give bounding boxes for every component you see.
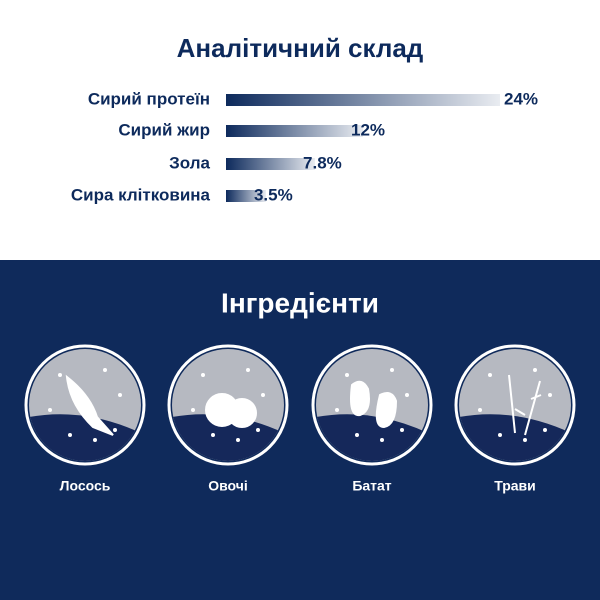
dot — [543, 428, 547, 432]
value-label: 24% — [504, 89, 538, 108]
dot — [533, 368, 537, 372]
ingredient-icon — [350, 380, 398, 429]
dot — [93, 438, 97, 442]
dot — [390, 368, 394, 372]
dot — [261, 393, 265, 397]
ingredients-title: Інгредієнти — [221, 287, 379, 318]
disc-shade — [172, 414, 284, 461]
ingredient: Трави — [454, 344, 576, 494]
ingredient: Батат — [311, 344, 433, 494]
ingredient-icon — [508, 374, 542, 436]
ring — [24, 344, 146, 466]
dot — [380, 438, 384, 442]
ingredient-icon — [205, 393, 258, 428]
value-label: 7.8% — [303, 153, 342, 172]
dot — [523, 438, 527, 442]
dot — [405, 393, 409, 397]
dot — [355, 433, 359, 437]
ingredient-label: Лосось — [60, 478, 111, 494]
category-label: Зола — [169, 153, 210, 172]
bar — [226, 190, 266, 202]
category-label: Сирий жир — [118, 120, 210, 139]
dot — [400, 428, 404, 432]
disc-shade — [459, 414, 571, 461]
chart-title: Аналітичний склад — [177, 33, 424, 63]
dot — [256, 428, 260, 432]
value-label: 3.5% — [254, 185, 293, 204]
dot — [48, 408, 52, 412]
dot — [68, 433, 72, 437]
dot — [113, 428, 117, 432]
bar — [226, 125, 363, 137]
dot — [211, 433, 215, 437]
dot — [488, 373, 492, 377]
category-label: Сира клітковина — [71, 185, 211, 204]
dot — [201, 373, 205, 377]
dot — [103, 368, 107, 372]
dot — [236, 438, 240, 442]
bar — [226, 94, 500, 106]
ring — [167, 344, 289, 466]
dot — [118, 393, 122, 397]
bar — [226, 158, 316, 170]
ingredient-label: Трави — [494, 478, 536, 494]
ingredient: Овочі — [167, 344, 289, 494]
ingredient-label: Батат — [352, 478, 391, 494]
dot — [246, 368, 250, 372]
dot — [335, 408, 339, 412]
dot — [548, 393, 552, 397]
dot — [478, 408, 482, 412]
value-label: 12% — [351, 120, 385, 139]
ingredient: Лосось — [24, 344, 146, 494]
ring — [311, 344, 433, 466]
ingredient-icon — [65, 374, 114, 436]
ingredient-label: Овочі — [208, 478, 248, 494]
disc-shade — [29, 414, 141, 461]
category-label: Сирий протеїн — [88, 89, 210, 108]
dot — [345, 373, 349, 377]
dot — [498, 433, 502, 437]
disc-shade — [316, 414, 428, 461]
dot — [191, 408, 195, 412]
ring — [454, 344, 576, 466]
dot — [58, 373, 62, 377]
